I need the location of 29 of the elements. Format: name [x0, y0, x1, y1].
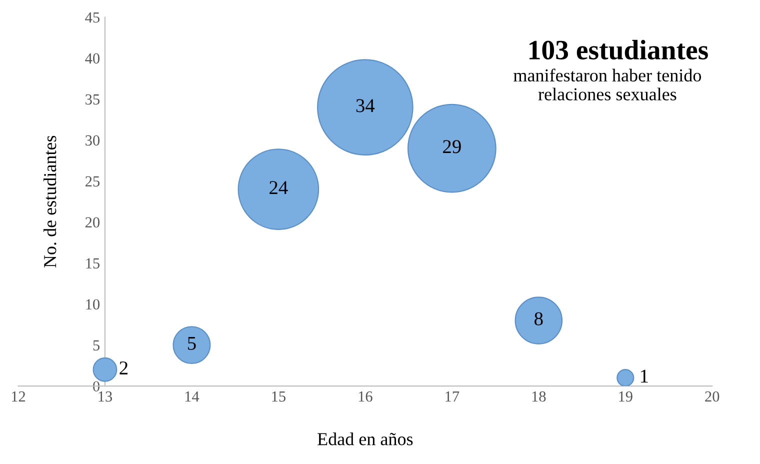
data-label: 29	[443, 140, 461, 154]
data-label: 8	[534, 312, 543, 326]
y-tick-label: 10	[86, 299, 100, 310]
y-axis-title: No. de estudiantes	[44, 136, 56, 268]
y-tick-label: 45	[85, 12, 100, 23]
data-label: 1	[640, 370, 648, 383]
x-tick-label: 12	[12, 391, 26, 402]
data-label: 5	[188, 337, 196, 350]
data-label: 2	[120, 361, 128, 374]
x-tick-label: 13	[98, 391, 112, 402]
y-tick-label: 20	[86, 217, 100, 228]
y-tick-label: 40	[85, 53, 100, 64]
y-tick-label: 15	[86, 258, 100, 269]
x-tick-label: 15	[272, 391, 286, 402]
y-tick-label: 30	[86, 135, 100, 146]
x-tick-label: 19	[619, 391, 632, 402]
x-tick-label: 16	[358, 391, 372, 402]
y-tick-label: 35	[86, 94, 100, 105]
x-tick-label: 17	[446, 391, 460, 402]
y-tick-label: 25	[86, 176, 100, 187]
x-axis-title: Edad en años	[318, 432, 413, 446]
y-tick-label: 5	[93, 340, 100, 351]
x-tick-label: 20	[705, 391, 720, 402]
x-tick-label: 14	[185, 391, 200, 402]
data-label: 24	[270, 181, 288, 194]
x-tick-label: 18	[532, 391, 546, 402]
data-label: 34	[356, 99, 375, 112]
text: manifestaron haber tenido relaciones sexuales	[514, 68, 702, 100]
text: 103 estudiantes	[530, 40, 708, 60]
